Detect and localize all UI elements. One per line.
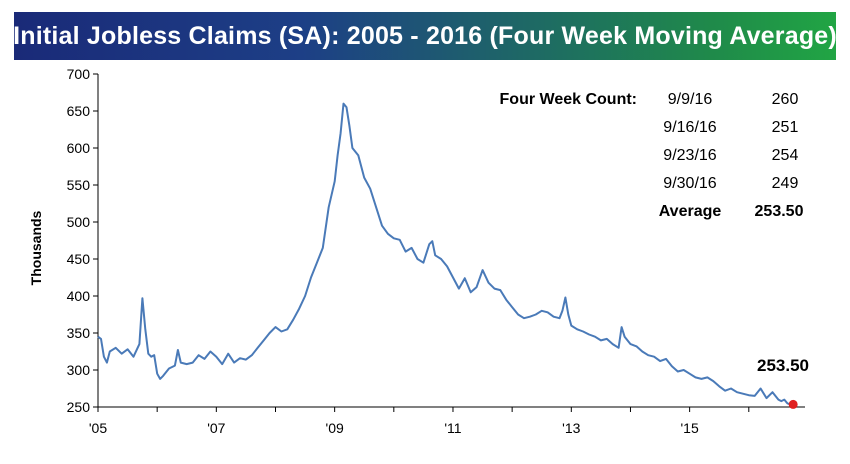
end-point-marker: [788, 399, 798, 409]
y-tick-label: 450: [67, 251, 91, 267]
info-row-value: 260: [772, 91, 799, 108]
y-tick-label: 650: [67, 103, 91, 119]
x-tick-label: '15: [681, 420, 699, 436]
series-line: [97, 102, 794, 406]
y-tick-label: 250: [67, 399, 91, 415]
info-row-value: 249: [772, 175, 799, 192]
info-row-date: 9/9/16: [668, 91, 713, 108]
info-row-value: 251: [772, 119, 799, 136]
chart-title: Initial Jobless Claims (SA): 2005 - 2016…: [13, 21, 837, 50]
y-tick-label: 500: [67, 214, 91, 230]
info-row-date: 9/23/16: [663, 147, 716, 164]
info-row-date: 9/30/16: [663, 175, 716, 192]
y-tick-label: 300: [67, 362, 91, 378]
info-row-date: 9/16/16: [663, 119, 716, 136]
y-tick-label: 600: [67, 140, 91, 156]
y-axis-label: Thousands: [28, 210, 44, 285]
x-tick-label: '05: [89, 420, 107, 436]
x-tick-label: '13: [562, 420, 580, 436]
series-group: [97, 102, 798, 409]
info-row-value: 254: [772, 147, 799, 164]
x-tick-label: '11: [444, 420, 461, 436]
x-tick-label: '07: [207, 420, 225, 436]
y-tick-label: 400: [67, 288, 91, 304]
info-header: Four Week Count:: [500, 91, 637, 108]
x-tick-label: '09: [326, 420, 344, 436]
x-axis-ticks: '05 '07 '09 '11 '13 '15: [89, 407, 750, 436]
end-value-label: 253.50: [757, 356, 809, 375]
y-tick-label: 700: [67, 66, 91, 82]
four-week-count-box: Four Week Count: 9/9/16 260 9/16/16 251 9/23/…: [500, 91, 804, 220]
y-tick-label: 550: [67, 177, 91, 193]
info-average-value: 253.50: [755, 203, 804, 220]
info-average-label: Average: [659, 203, 722, 220]
chart-title-banner: Initial Jobless Claims (SA): 2005 - 2016…: [13, 12, 837, 60]
y-axis-ticks: 250 300 350 400 450 500 550 600 650 700: [67, 66, 98, 415]
y-tick-label: 350: [67, 325, 91, 341]
